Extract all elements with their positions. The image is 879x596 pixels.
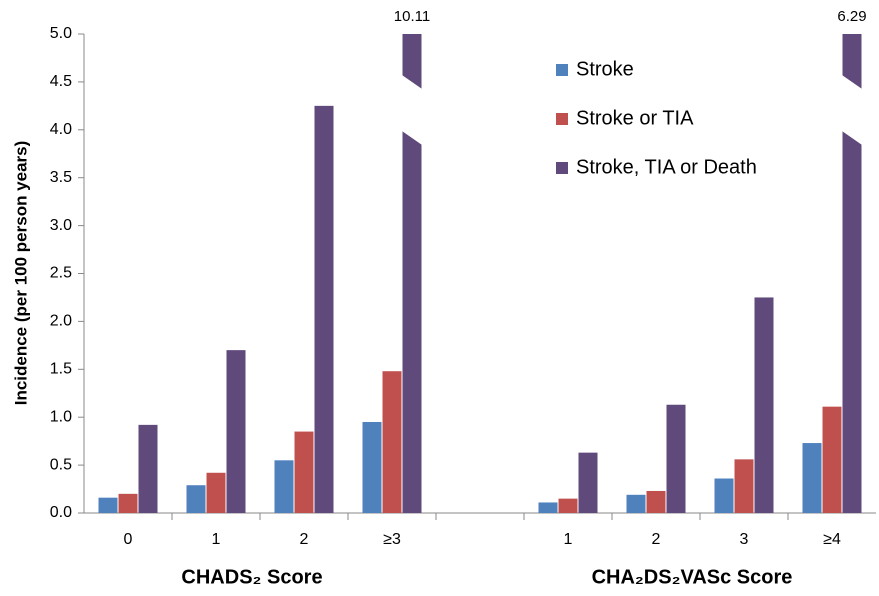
- y-tick-label: 1.0: [50, 408, 72, 425]
- bar: [382, 371, 402, 513]
- bar: [734, 459, 754, 513]
- bar: [118, 493, 138, 513]
- bar: [138, 424, 158, 513]
- x-tick-label: 1: [564, 531, 573, 548]
- axis-break: [400, 74, 424, 146]
- bar: [206, 472, 226, 513]
- bar: [714, 478, 734, 513]
- y-tick-label: 0.0: [50, 504, 72, 521]
- legend-label: Stroke or TIA: [576, 107, 694, 129]
- legend-label: Stroke, TIA or Death: [576, 156, 757, 178]
- x-tick-label: ≥3: [383, 531, 401, 548]
- bar: [754, 297, 774, 513]
- bar: [802, 443, 822, 513]
- y-tick-label: 4.5: [50, 73, 72, 90]
- y-tick-label: 2.5: [50, 265, 72, 282]
- y-axis-label: Incidence (per 100 person years): [11, 141, 30, 406]
- x-tick-label: ≥4: [823, 531, 841, 548]
- bar: [822, 406, 842, 513]
- x-group-label: CHADS₂ Score: [181, 566, 322, 588]
- bar: [842, 34, 862, 513]
- legend-swatch: [556, 64, 568, 76]
- y-tick-label: 2.0: [50, 313, 72, 330]
- y-tick-label: 0.5: [50, 456, 72, 473]
- bar: [666, 404, 686, 513]
- bar: [402, 34, 422, 513]
- bar: [626, 494, 646, 513]
- x-tick-label: 3: [740, 531, 749, 548]
- bar: [362, 421, 382, 513]
- bar: [646, 490, 666, 513]
- bar: [294, 431, 314, 513]
- x-tick-label: 0: [124, 531, 133, 548]
- value-label: 6.29: [837, 8, 866, 25]
- axis-break: [840, 74, 864, 146]
- y-tick-label: 1.5: [50, 361, 72, 378]
- x-tick-label: 1: [212, 531, 221, 548]
- bar: [314, 105, 334, 513]
- bar: [186, 485, 206, 513]
- legend-swatch: [556, 162, 568, 174]
- bar: [98, 497, 118, 513]
- y-tick-label: 3.0: [50, 217, 72, 234]
- bar: [538, 502, 558, 513]
- y-tick-label: 4.0: [50, 121, 72, 138]
- bar: [578, 452, 598, 513]
- bar: [558, 498, 578, 513]
- y-tick-label: 5.0: [50, 25, 72, 42]
- x-tick-label: 2: [300, 531, 309, 548]
- legend-label: Stroke: [576, 58, 634, 80]
- x-group-label: CHA₂DS₂VASc Score: [592, 566, 793, 588]
- x-tick-label: 2: [652, 531, 661, 548]
- value-label: 10.11: [394, 8, 430, 25]
- y-tick-label: 3.5: [50, 169, 72, 186]
- legend-swatch: [556, 113, 568, 125]
- bar: [226, 350, 246, 513]
- bar: [274, 460, 294, 513]
